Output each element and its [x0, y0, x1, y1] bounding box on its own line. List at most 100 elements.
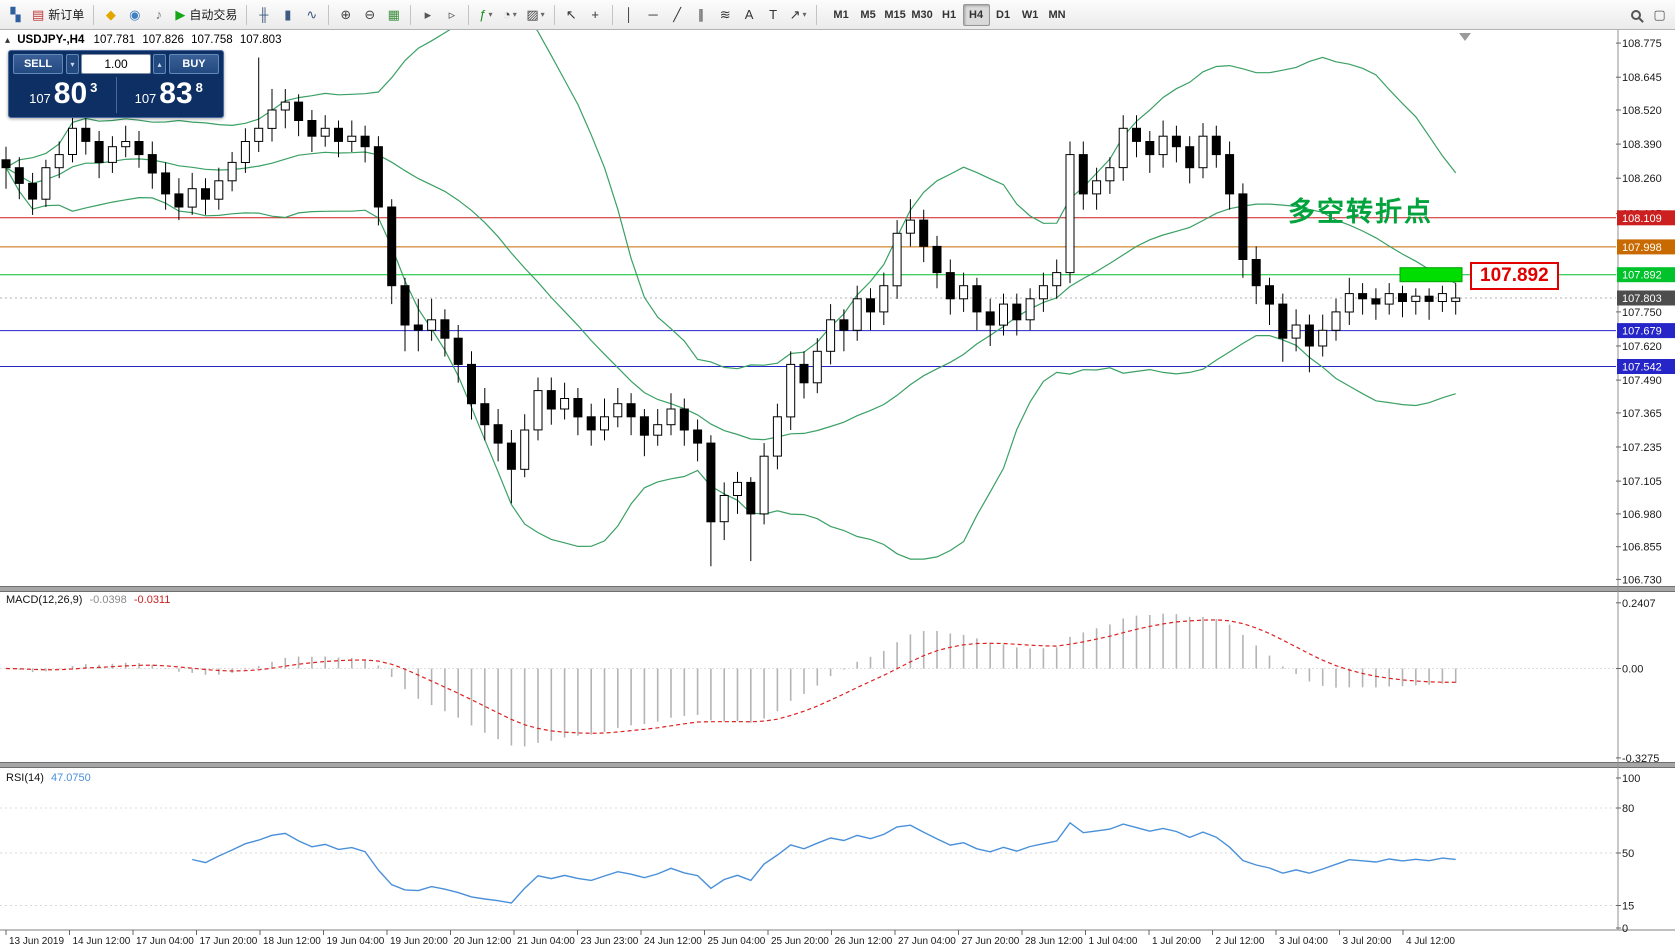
bollinger-middle — [5, 151, 1456, 441]
buy-button[interactable]: BUY — [169, 54, 219, 74]
auto-trading-button: ▶ — [175, 7, 186, 22]
new-order-button[interactable]: ▤ 新订单 — [28, 3, 88, 27]
auto-trading-button[interactable]: ▶ 自动交易 — [171, 3, 241, 27]
time-axis-label: 17 Jun 04:00 — [136, 936, 194, 947]
sell-price-sup: 3 — [90, 80, 98, 95]
text-icon: A — [744, 7, 754, 22]
price-axis-label: 107.365 — [1622, 408, 1662, 420]
search-icon[interactable] — [1624, 3, 1647, 27]
price-level-callout: 107.892 — [1470, 262, 1559, 290]
candle-body — [373, 146, 383, 208]
candle-body — [1145, 141, 1155, 156]
time-axis-label: 1 Jul 04:00 — [1089, 936, 1138, 947]
cursor-icon[interactable]: ↖ — [560, 3, 583, 27]
vertical-line-icon[interactable]: │ — [618, 3, 641, 27]
templates-icon[interactable]: ▨ ▾ — [522, 3, 548, 27]
sell-button[interactable]: SELL — [13, 54, 63, 74]
candle-body — [94, 141, 104, 163]
candle-body — [759, 455, 769, 515]
rsi-axis-label: 80 — [1622, 803, 1634, 815]
timeframe-h4[interactable]: H4 — [962, 3, 990, 26]
candle-body — [1065, 154, 1075, 274]
highlight-box[interactable] — [1399, 267, 1463, 283]
volume-increase-button[interactable]: ▴ — [153, 54, 166, 74]
community-icon[interactable]: ◉ — [123, 3, 146, 27]
one-click-toggle[interactable]: ▴ — [5, 35, 11, 46]
timeframe-m1[interactable]: M1 — [833, 8, 849, 21]
timeframe-h1[interactable]: H1 — [942, 8, 957, 21]
time-axis-label: 14 Jun 12:00 — [73, 936, 131, 947]
time-axis-label: 26 Jun 12:00 — [835, 936, 893, 947]
new-chart-icon[interactable]: ▚ — [4, 3, 27, 27]
timeframe-m30[interactable]: M30 — [911, 8, 933, 21]
new-window-icon[interactable]: ▢ — [1648, 3, 1671, 27]
crosshair-icon[interactable]: + — [584, 3, 607, 27]
price-axis-label: 106.730 — [1622, 574, 1662, 586]
candle-body — [334, 127, 343, 142]
trendline-icon[interactable]: ╱ — [666, 3, 689, 27]
sound-icon[interactable]: ♪ — [147, 3, 170, 27]
indicators-icon-dropdown[interactable]: ▾ — [488, 10, 493, 19]
macd-pane[interactable] — [0, 613, 1616, 747]
candle-body — [1, 159, 11, 169]
volume-decrease-button[interactable]: ▾ — [66, 54, 79, 74]
candle-body — [161, 172, 171, 195]
indicators-icon[interactable]: ƒ ▾ — [474, 3, 497, 27]
timeframe-d1[interactable]: D1 — [996, 8, 1011, 21]
rsi-pane[interactable] — [0, 807, 1616, 906]
candle-body — [786, 363, 796, 418]
crosshair-icon: + — [591, 7, 599, 22]
line-chart-icon[interactable]: ∿ — [300, 3, 323, 27]
bars-chart-icon[interactable]: ╫ — [252, 3, 275, 27]
candle-body — [134, 141, 144, 156]
chart-background — [0, 30, 1675, 950]
arrow-tools-icon[interactable]: ↗ ▾ — [786, 3, 811, 27]
periods-icon[interactable]: ◔ ▾ — [498, 3, 521, 27]
horizontal-line-icon[interactable]: ─ — [642, 3, 665, 27]
arrow-tools-icon: ↗ — [789, 7, 801, 22]
fibonacci-icon[interactable]: ≋ — [714, 3, 737, 27]
candle-body — [1331, 311, 1341, 331]
candlestick-chart-icon[interactable]: ▮ — [276, 3, 299, 27]
sell-price-prefix: 107 — [29, 91, 51, 106]
timeframe-m5[interactable]: M5 — [860, 8, 876, 21]
zoom-out-icon: ⊖ — [364, 7, 376, 22]
tile-windows-icon[interactable]: ▦ — [382, 3, 405, 27]
time-axis-label: 3 Jul 04:00 — [1279, 936, 1328, 947]
zoom-in-icon[interactable]: ⊕ — [334, 3, 357, 27]
metaeditor-icon[interactable]: ◆ — [99, 3, 122, 27]
text-icon[interactable]: A — [738, 3, 761, 27]
candle-body — [506, 442, 516, 470]
text-label-icon[interactable]: T — [762, 3, 785, 27]
zoom-out-icon[interactable]: ⊖ — [358, 3, 381, 27]
candle-body — [493, 424, 503, 444]
time-axis-label: 24 Jun 12:00 — [644, 936, 702, 947]
price-pane[interactable] — [0, 1, 1616, 567]
auto-scroll-icon[interactable]: ▸ — [416, 3, 439, 27]
chart-shift-icon: ▹ — [448, 7, 456, 22]
price-tag-107.679 — [1617, 323, 1675, 339]
chart-shift-marker[interactable] — [1459, 33, 1471, 41]
rsi-line — [192, 821, 1456, 904]
periods-icon-dropdown[interactable]: ▾ — [512, 10, 517, 19]
sell-price[interactable]: 107 80 3 — [13, 77, 114, 113]
timeframe-mn[interactable]: MN — [1048, 8, 1066, 21]
candle-body — [28, 182, 38, 200]
candle-body — [1344, 293, 1354, 313]
templates-icon-dropdown[interactable]: ▾ — [540, 10, 545, 19]
chart-shift-icon[interactable]: ▹ — [440, 3, 463, 27]
volume-input[interactable]: 1.00 — [81, 54, 151, 74]
pane-splitter[interactable] — [0, 762, 1675, 768]
equidistant-channel-icon[interactable]: ∥ — [690, 3, 713, 27]
new-chart-icon: ▚ — [10, 7, 21, 22]
timeframe-m15[interactable]: M15 — [884, 8, 906, 21]
toolbar-separator — [410, 4, 412, 25]
buy-price[interactable]: 107 83 8 — [119, 77, 220, 113]
arrow-tools-icon-dropdown[interactable]: ▾ — [802, 10, 807, 19]
timeframe-w1[interactable]: W1 — [1021, 8, 1039, 21]
candle-body — [187, 188, 197, 208]
pane-splitter[interactable] — [0, 586, 1675, 592]
candle-body — [560, 398, 570, 410]
cursor-icon: ↖ — [565, 7, 577, 22]
